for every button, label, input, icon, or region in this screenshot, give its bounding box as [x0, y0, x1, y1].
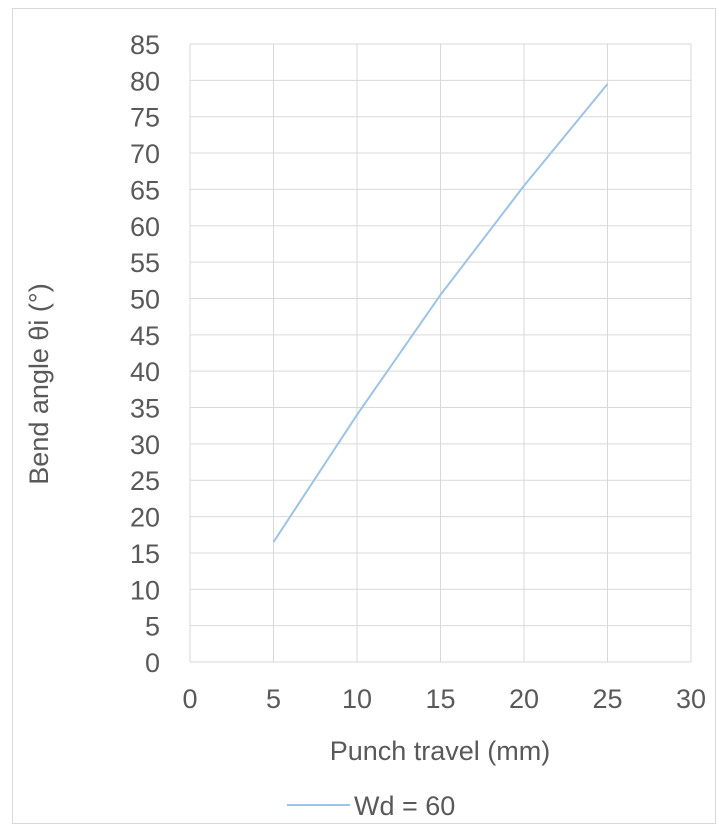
y-tick-label-10: 10: [130, 575, 160, 605]
y-tick-label-0: 0: [145, 648, 160, 678]
x-tick-label-25: 25: [592, 684, 622, 714]
y-axis-tick-labels: 0 5 10 15 20 25 30 35 40 45 50 55 60 65 70 75 80 85: [130, 30, 160, 678]
y-tick-label-45: 45: [130, 321, 160, 351]
y-tick-label-75: 75: [130, 103, 160, 133]
x-tick-label-10: 10: [342, 684, 372, 714]
y-tick-label-5: 5: [145, 612, 160, 642]
y-tick-label-25: 25: [130, 466, 160, 496]
y-tick-label-80: 80: [130, 66, 160, 96]
x-tick-label-5: 5: [266, 684, 281, 714]
y-tick-label-65: 65: [130, 175, 160, 205]
y-tick-label-70: 70: [130, 139, 160, 169]
chart-area: [12, 8, 716, 824]
x-tick-label-20: 20: [509, 684, 539, 714]
x-axis-tick-labels: 0 5 10 15 20 25 30: [182, 684, 706, 714]
y-tick-label-15: 15: [130, 539, 160, 569]
x-axis-title: Punch travel (mm): [330, 736, 551, 766]
y-tick-label-55: 55: [130, 248, 160, 278]
x-tick-label-30: 30: [676, 684, 706, 714]
y-axis-title: Bend angle θi (°): [24, 283, 54, 484]
y-tick-label-60: 60: [130, 212, 160, 242]
y-tick-label-50: 50: [130, 284, 160, 314]
y-tick-label-40: 40: [130, 357, 160, 387]
y-tick-label-85: 85: [130, 30, 160, 60]
x-tick-label-15: 15: [425, 684, 455, 714]
y-tick-label-35: 35: [130, 394, 160, 424]
gridlines: [189, 43, 692, 663]
series-line-0: [272, 83, 609, 543]
legend: Wd = 60: [287, 791, 455, 821]
series-lines: [272, 83, 609, 543]
y-tick-label-20: 20: [130, 503, 160, 533]
x-tick-label-0: 0: [182, 684, 197, 714]
y-tick-label-30: 30: [130, 430, 160, 460]
legend-label-wd-60: Wd = 60: [354, 791, 455, 821]
